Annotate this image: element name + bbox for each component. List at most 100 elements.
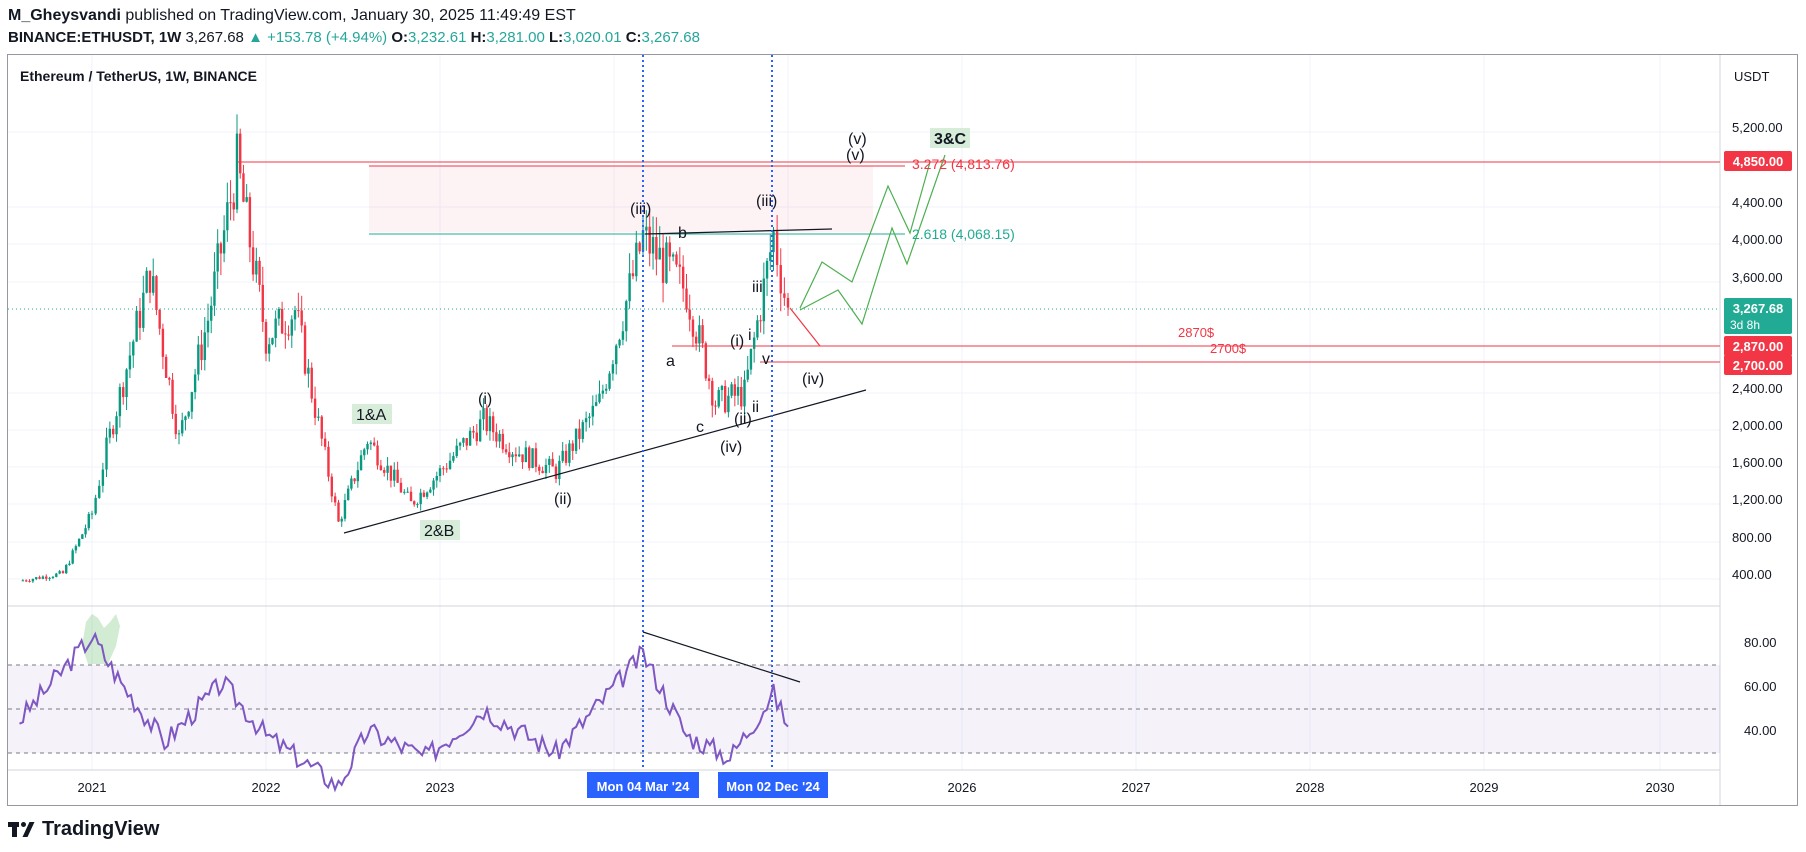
candle-body bbox=[425, 492, 429, 497]
date-tag-mar24-text: Mon 04 Mar '24 bbox=[597, 779, 690, 794]
candle-body bbox=[779, 265, 782, 294]
level-2700-label: 2700$ bbox=[1210, 341, 1247, 356]
candle-body bbox=[531, 448, 534, 469]
price-tick: 5,200.00 bbox=[1732, 120, 1783, 135]
candle-body bbox=[41, 576, 45, 579]
wave-roman-iii: iii bbox=[752, 279, 763, 296]
candle-body bbox=[717, 390, 720, 407]
candle-body bbox=[386, 465, 389, 473]
candle-body bbox=[618, 339, 621, 346]
candle-body bbox=[94, 497, 97, 514]
candle-body bbox=[694, 336, 698, 344]
candle-body bbox=[458, 442, 462, 446]
candle-body bbox=[284, 333, 287, 335]
candle-body bbox=[197, 344, 200, 375]
rsi-tick: 80.00 bbox=[1744, 635, 1777, 650]
candle-body bbox=[115, 416, 118, 435]
fib-2618-label: 2.618 (4,068.15) bbox=[912, 226, 1015, 242]
candle-body bbox=[584, 418, 588, 423]
tag-4850-text: 4,850.00 bbox=[1733, 154, 1784, 169]
candle-body bbox=[108, 428, 112, 438]
tag-2700 bbox=[1724, 355, 1792, 375]
candle-body bbox=[271, 338, 274, 345]
candle-body bbox=[248, 197, 252, 248]
candle-body bbox=[561, 450, 564, 461]
wave-v-1: (v) bbox=[848, 131, 867, 148]
candle-body bbox=[435, 476, 438, 481]
candle-body bbox=[736, 386, 740, 396]
candle-body bbox=[190, 392, 194, 412]
candle-body bbox=[604, 388, 608, 391]
candle-body bbox=[594, 402, 598, 406]
candle-body bbox=[125, 369, 128, 398]
candle-body bbox=[733, 384, 737, 396]
price-axis[interactable]: 5,200.00 4,400.00 4,000.00 3,600.00 2,40… bbox=[1732, 120, 1783, 738]
candle-body bbox=[743, 379, 746, 407]
year-tick: 2029 bbox=[1470, 780, 1499, 795]
candle-body bbox=[138, 310, 142, 328]
year-tick: 2022 bbox=[252, 780, 281, 795]
candle-body bbox=[759, 320, 762, 322]
candle-body bbox=[548, 458, 551, 465]
candle-body bbox=[359, 455, 363, 471]
year-tick: 2028 bbox=[1296, 780, 1325, 795]
tag-2870 bbox=[1724, 336, 1792, 356]
tradingview-logo-icon bbox=[8, 821, 36, 838]
symbol: BINANCE:ETHUSDT, 1W bbox=[8, 29, 182, 46]
candle-body bbox=[625, 301, 628, 332]
price-tick: 800.00 bbox=[1732, 530, 1772, 545]
candle-body bbox=[313, 398, 317, 418]
candle-body bbox=[389, 465, 393, 481]
candle-body bbox=[51, 576, 55, 578]
candle-body bbox=[661, 247, 665, 283]
candle-body bbox=[452, 456, 455, 461]
candle-body bbox=[775, 231, 779, 266]
candle-body bbox=[399, 482, 403, 493]
wave-roman-v: v bbox=[762, 351, 770, 368]
time-axis[interactable]: 2021 2022 2023 2026 2027 2028 2029 2030 … bbox=[78, 772, 1675, 798]
candle-body bbox=[31, 579, 35, 582]
candle-body bbox=[251, 247, 255, 275]
candle-body bbox=[353, 478, 356, 482]
candle-body bbox=[340, 518, 343, 522]
candle-body bbox=[508, 452, 511, 458]
candle-body bbox=[297, 310, 300, 312]
candle-body bbox=[749, 348, 753, 370]
candle-body bbox=[727, 395, 730, 413]
candle-body bbox=[591, 405, 595, 417]
candle-body bbox=[551, 458, 554, 467]
candle-body bbox=[65, 564, 68, 574]
wave-ii-small: (ii) bbox=[734, 411, 752, 428]
author-name[interactable]: M_Gheysvandi bbox=[8, 7, 121, 24]
candle-body bbox=[534, 448, 538, 467]
candle-body bbox=[21, 580, 25, 582]
candle-body bbox=[511, 454, 514, 458]
candle-body bbox=[468, 430, 472, 446]
candle-body bbox=[488, 416, 492, 432]
currency-label[interactable]: USDT bbox=[1734, 69, 1769, 84]
candle-body bbox=[81, 534, 84, 539]
tradingview-logo[interactable]: TradingView bbox=[8, 818, 159, 841]
rsi-overbought-fill bbox=[82, 614, 120, 664]
candle-body bbox=[200, 344, 203, 361]
candle-body bbox=[521, 454, 524, 463]
tag-last-price bbox=[1724, 298, 1792, 334]
wave-roman-ii: ii bbox=[752, 399, 759, 416]
candle-body bbox=[498, 433, 501, 442]
candle-body bbox=[323, 438, 327, 447]
candle-body bbox=[413, 501, 416, 505]
candle-body bbox=[219, 243, 223, 254]
candle-body bbox=[524, 447, 528, 463]
candle-body bbox=[148, 270, 152, 293]
candle-body bbox=[681, 266, 685, 289]
candle-body bbox=[671, 254, 675, 257]
candle-body bbox=[379, 465, 383, 471]
candle-body bbox=[255, 260, 258, 275]
candle-body bbox=[290, 319, 293, 336]
candle-body bbox=[571, 443, 574, 451]
year-tick: 2021 bbox=[78, 780, 107, 795]
candle-body bbox=[206, 320, 210, 333]
candle-body bbox=[105, 437, 108, 470]
candle-body bbox=[448, 460, 452, 469]
